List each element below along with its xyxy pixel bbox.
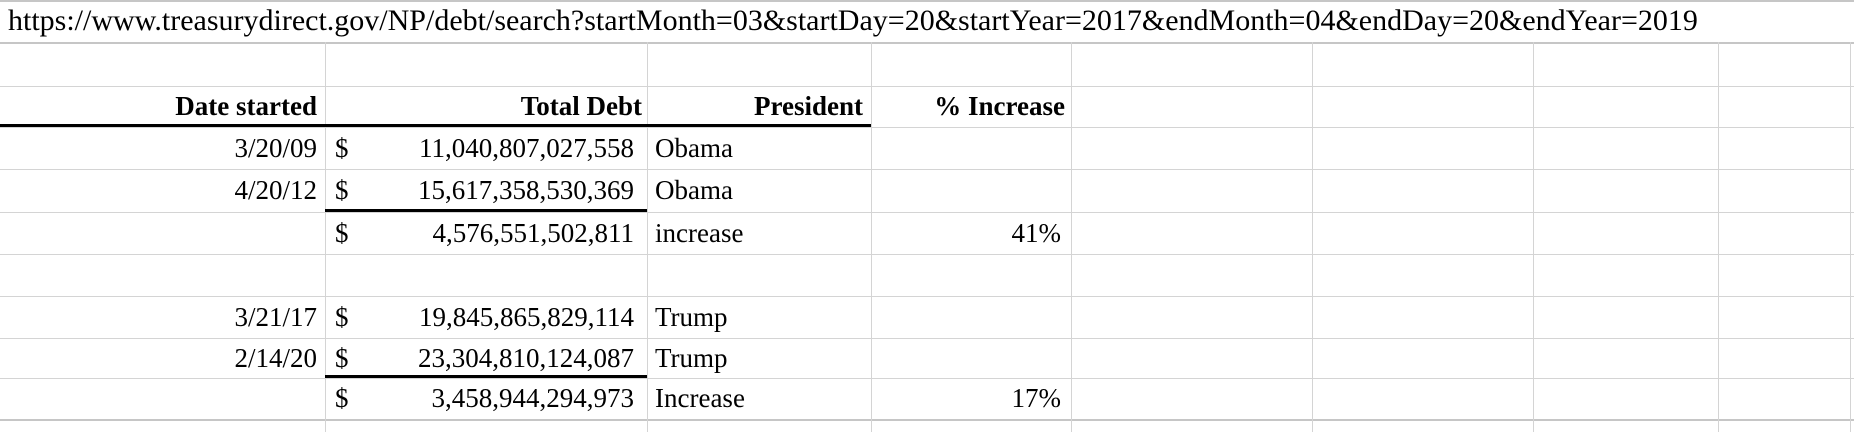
amount-value: 11,040,807,027,558 [419, 132, 634, 163]
currency-symbol: $ [335, 301, 349, 332]
gridline-v-colE [1312, 42, 1313, 432]
trump-sum-underline [325, 375, 647, 378]
cell-obama-change-pct[interactable]: 41% [1011, 217, 1062, 248]
gridline-h-row2 [0, 86, 1854, 87]
currency-symbol: $ [335, 217, 349, 248]
currency-symbol: $ [335, 132, 349, 163]
gridline-h-row9 [0, 378, 1854, 379]
cell-obama-change-amount[interactable]: $ 4,576,551,502,811 [325, 212, 647, 254]
gridline-h-row4 [0, 169, 1854, 170]
gridline-h-row7 [0, 296, 1854, 297]
gridline-v-colC [871, 42, 872, 432]
cell-trump-change-pct[interactable]: 17% [1011, 383, 1062, 413]
gridline-v-colH [1850, 42, 1851, 432]
amount-value: 3,458,944,294,973 [431, 383, 635, 413]
amount-value: 4,576,551,502,811 [432, 217, 635, 248]
cell-trump-change-amount[interactable]: $ 3,458,944,294,973 [325, 378, 647, 419]
currency-symbol: $ [335, 383, 349, 413]
gridline-h-row6 [0, 254, 1854, 255]
cell-trump-start-date[interactable]: 3/21/17 [234, 301, 317, 332]
header-total-debt[interactable]: Total Debt [520, 91, 642, 121]
cell-trump-end-date[interactable]: 2/14/20 [234, 342, 317, 373]
currency-symbol: $ [335, 175, 349, 205]
obama-sum-underline [325, 209, 647, 212]
amount-value: 15,617,358,530,369 [418, 175, 634, 205]
gridline-v-colA [325, 42, 326, 432]
gridline-h-row3 [0, 127, 1854, 128]
cell-obama-end-date[interactable]: 4/20/12 [234, 175, 317, 205]
amount-value: 23,304,810,124,087 [418, 342, 634, 373]
cell-trump-end-amount[interactable]: $ 23,304,810,124,087 [325, 338, 647, 378]
gridline-v-colB [647, 42, 648, 432]
cell-obama-end-president[interactable]: Obama [655, 175, 733, 205]
gridline-v-colD [1071, 42, 1072, 432]
cell-trump-change-label[interactable]: Increase [655, 383, 745, 413]
gridline-h-row8 [0, 338, 1854, 339]
top-border [0, 0, 1854, 2]
cell-obama-start-amount[interactable]: $ 11,040,807,027,558 [325, 127, 647, 169]
cell-obama-end-amount[interactable]: $ 15,617,358,530,369 [325, 169, 647, 212]
header-pct-increase[interactable]: % Increase [934, 91, 1065, 121]
header-date-started[interactable]: Date started [175, 91, 317, 121]
gridline-h-row1 [0, 42, 1854, 44]
gridline-h-row10 [0, 419, 1854, 421]
currency-symbol: $ [335, 342, 349, 373]
gridline-v-colF [1533, 42, 1534, 432]
cell-obama-start-date[interactable]: 3/20/09 [234, 132, 317, 163]
cell-trump-end-president[interactable]: Trump [655, 342, 728, 373]
gridline-v-colG [1718, 42, 1719, 432]
cell-obama-start-president[interactable]: Obama [655, 132, 733, 163]
gridline-h-row5 [0, 212, 1854, 213]
cell-trump-start-amount[interactable]: $ 19,845,865,829,114 [325, 296, 647, 338]
cell-trump-start-president[interactable]: Trump [655, 301, 728, 332]
header-president[interactable]: President [754, 91, 863, 121]
header-underline [0, 124, 871, 127]
amount-value: 19,845,865,829,114 [419, 301, 634, 332]
url-cell[interactable]: https://www.treasurydirect.gov/NP/debt/s… [8, 4, 1698, 37]
cell-obama-change-label[interactable]: increase [655, 217, 744, 248]
